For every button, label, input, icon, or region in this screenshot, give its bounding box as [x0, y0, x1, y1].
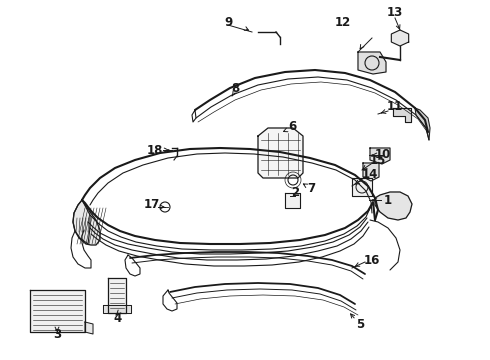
- Text: 17: 17: [144, 198, 160, 211]
- Polygon shape: [363, 163, 379, 181]
- Text: 10: 10: [375, 148, 391, 162]
- Text: 6: 6: [288, 121, 296, 134]
- Text: 16: 16: [364, 253, 380, 266]
- Text: 4: 4: [114, 311, 122, 324]
- Polygon shape: [73, 200, 90, 244]
- Polygon shape: [358, 52, 386, 74]
- Text: 7: 7: [307, 181, 315, 194]
- Text: 5: 5: [356, 319, 364, 332]
- Text: 11: 11: [387, 100, 403, 113]
- Text: 3: 3: [53, 328, 61, 342]
- Text: 12: 12: [335, 17, 351, 30]
- Polygon shape: [103, 305, 131, 313]
- Polygon shape: [392, 30, 409, 46]
- Text: 9: 9: [224, 15, 232, 28]
- Polygon shape: [73, 200, 100, 245]
- Polygon shape: [108, 278, 126, 313]
- Text: 14: 14: [362, 168, 378, 181]
- Polygon shape: [370, 148, 390, 164]
- Text: 13: 13: [387, 6, 403, 19]
- Polygon shape: [285, 193, 300, 208]
- Polygon shape: [415, 108, 430, 140]
- Polygon shape: [30, 290, 85, 332]
- Polygon shape: [85, 322, 93, 334]
- Polygon shape: [375, 192, 412, 220]
- Text: 2: 2: [291, 185, 299, 198]
- Text: 8: 8: [231, 81, 239, 94]
- Text: 1: 1: [384, 194, 392, 207]
- Text: 18: 18: [147, 144, 163, 157]
- Polygon shape: [258, 128, 303, 178]
- Polygon shape: [352, 178, 372, 196]
- Polygon shape: [393, 108, 411, 122]
- Text: 15: 15: [370, 154, 386, 167]
